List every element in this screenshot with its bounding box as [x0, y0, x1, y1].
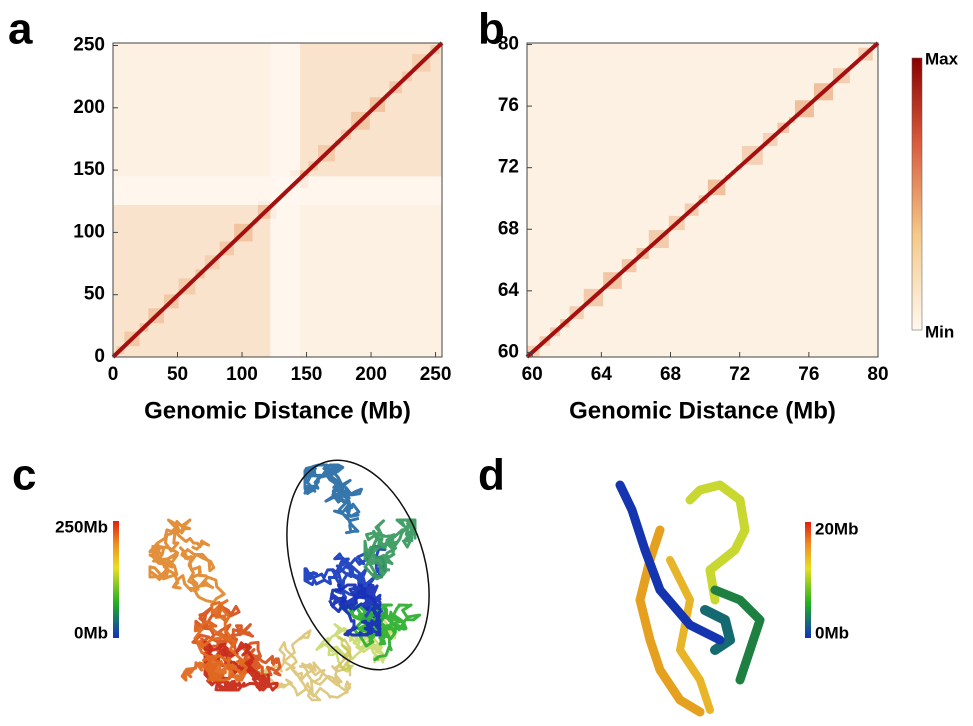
y-tick-label: 76: [498, 95, 519, 116]
chromatin-strand: [363, 518, 417, 581]
chromatin-tube: [685, 480, 750, 605]
chromatin-strand: [328, 583, 382, 637]
colorbar-label: Min: [925, 322, 954, 341]
heatmap-texture: [111, 41, 444, 359]
panel-label: a: [8, 5, 33, 54]
chromatin-strand: [203, 640, 279, 692]
y-tick-label: 60: [498, 341, 519, 362]
chromatin-tube: [700, 605, 735, 655]
x-tick-label: 76: [798, 364, 819, 385]
y-tick-label: 64: [498, 280, 520, 301]
y-tick-label: 80: [498, 34, 519, 55]
colorbar: [911, 57, 923, 331]
chromatin-strand: [180, 598, 248, 682]
panel-label: d: [478, 451, 505, 500]
x-tick-label: 72: [729, 364, 750, 385]
heatmap-texture: [525, 41, 880, 359]
y-tick-label: 150: [73, 159, 105, 180]
chromatin-tube: [666, 556, 714, 714]
structure-render: [148, 463, 765, 717]
colorbar-label: 250Mb: [55, 517, 108, 536]
y-tick-label: 50: [84, 284, 105, 305]
colorbar-label: 0Mb: [815, 623, 849, 642]
colorbar: [805, 522, 811, 638]
y-tick-label: 250: [73, 35, 105, 56]
chromatin-strand: [252, 629, 352, 702]
x-tick-label: 60: [522, 364, 543, 385]
colorbar-label: 0Mb: [74, 623, 108, 642]
x-tick-label: 200: [355, 364, 387, 385]
chromatin-tube: [615, 480, 725, 645]
y-tick-label: 68: [498, 218, 519, 239]
chromatin-strand: [338, 603, 422, 662]
x-tick-label: 80: [867, 364, 888, 385]
diagonal: [525, 41, 880, 359]
colorbar-label: Max: [925, 49, 959, 68]
colorbar: [113, 521, 119, 638]
plot-frame: [112, 42, 443, 358]
x-tick-label: 100: [226, 364, 258, 385]
x-tick-label: 64: [591, 364, 613, 385]
chromatin-tube: [710, 585, 765, 685]
y-tick-label: 72: [498, 157, 519, 178]
x-tick-label: 0: [108, 364, 119, 385]
x-tick-label: 50: [167, 364, 188, 385]
x-axis-title: Genomic Distance (Mb): [569, 397, 836, 424]
chromatin-strand: [148, 518, 226, 604]
y-tick-label: 0: [94, 346, 105, 367]
panel-label: c: [12, 451, 36, 500]
diagonal: [111, 41, 444, 359]
x-tick-label: 68: [660, 364, 681, 385]
x-axis-title: Genomic Distance (Mb): [144, 397, 411, 424]
colorbar-label: 20Mb: [815, 519, 858, 538]
chromatin-strand: [303, 463, 363, 535]
x-tick-label: 250: [420, 364, 452, 385]
y-tick-label: 200: [73, 97, 105, 118]
x-tick-label: 150: [291, 364, 323, 385]
y-tick-label: 100: [73, 221, 105, 242]
panel-label: b: [478, 5, 505, 54]
plot-frame: [526, 42, 879, 358]
highlight-ellipse: [286, 459, 430, 671]
